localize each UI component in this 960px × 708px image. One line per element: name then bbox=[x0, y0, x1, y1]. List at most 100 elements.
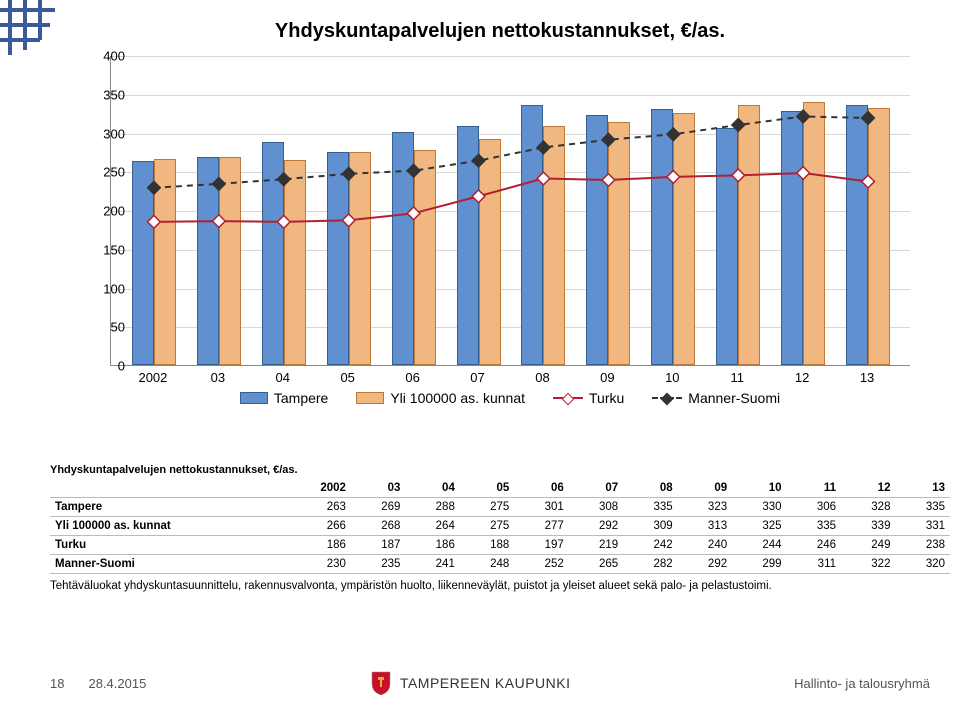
table-cell: 292 bbox=[569, 517, 623, 536]
x-tick-label: 09 bbox=[600, 370, 614, 385]
table-header-cell: 13 bbox=[895, 479, 950, 498]
table-header-cell: 04 bbox=[405, 479, 459, 498]
bar bbox=[219, 157, 241, 365]
x-tick-label: 2002 bbox=[138, 370, 167, 385]
table-cell: 242 bbox=[623, 536, 677, 555]
bar bbox=[738, 105, 760, 365]
table-cell: 186 bbox=[405, 536, 459, 555]
table-cell: 335 bbox=[623, 498, 677, 517]
x-tick-label: 10 bbox=[665, 370, 679, 385]
y-tick-label: 250 bbox=[103, 165, 125, 180]
data-table-wrap: Yhdyskuntapalvelujen nettokustannukset, … bbox=[50, 464, 950, 574]
table-header-cell: 11 bbox=[787, 479, 841, 498]
bar bbox=[479, 139, 501, 365]
bar bbox=[781, 111, 803, 365]
footnote: Tehtäväluokat yhdyskuntasuunnittelu, rak… bbox=[50, 580, 930, 592]
table-cell: 299 bbox=[732, 555, 786, 574]
y-tick-label: 300 bbox=[103, 126, 125, 141]
footer-brand: TAMPEREEN KAUPUNKI bbox=[400, 675, 571, 691]
table-cell: 197 bbox=[514, 536, 568, 555]
table-cell: 330 bbox=[732, 498, 786, 517]
table-cell: 331 bbox=[895, 517, 950, 536]
table-cell: 306 bbox=[787, 498, 841, 517]
bar bbox=[521, 105, 543, 365]
bar bbox=[132, 161, 154, 365]
table-cell: 269 bbox=[351, 498, 405, 517]
table-cell: 240 bbox=[678, 536, 732, 555]
table-cell: 292 bbox=[678, 555, 732, 574]
table-header-cell: 09 bbox=[678, 479, 732, 498]
table-cell: 339 bbox=[841, 517, 895, 536]
table-cell: 266 bbox=[285, 517, 351, 536]
table-row-label: Manner-Suomi bbox=[50, 555, 285, 574]
table-header-cell: 12 bbox=[841, 479, 895, 498]
x-tick-label: 06 bbox=[405, 370, 419, 385]
legend-marker-icon bbox=[562, 393, 575, 406]
bar bbox=[457, 126, 479, 365]
plot-area bbox=[110, 56, 910, 366]
y-tick-label: 350 bbox=[103, 87, 125, 102]
bar bbox=[284, 160, 306, 365]
table-cell: 265 bbox=[569, 555, 623, 574]
table-cell: 282 bbox=[623, 555, 677, 574]
bar bbox=[543, 126, 565, 365]
table-cell: 252 bbox=[514, 555, 568, 574]
table-header-cell bbox=[50, 479, 285, 498]
table-cell: 328 bbox=[841, 498, 895, 517]
table-cell: 230 bbox=[285, 555, 351, 574]
x-tick-label: 05 bbox=[340, 370, 354, 385]
page-number: 18 bbox=[50, 676, 64, 691]
legend-label: Manner-Suomi bbox=[688, 390, 780, 406]
bar bbox=[392, 132, 414, 365]
table-header-cell: 08 bbox=[623, 479, 677, 498]
legend-item: Tampere bbox=[240, 390, 328, 406]
footer-brand-block: TAMPEREEN KAUPUNKI bbox=[370, 670, 571, 696]
table-cell: 323 bbox=[678, 498, 732, 517]
bar bbox=[349, 152, 371, 365]
bar bbox=[673, 113, 695, 365]
legend-line-icon bbox=[652, 397, 682, 399]
table-cell: 309 bbox=[623, 517, 677, 536]
gridline bbox=[111, 56, 910, 57]
table-header-cell: 06 bbox=[514, 479, 568, 498]
table-cell: 249 bbox=[841, 536, 895, 555]
bar bbox=[803, 102, 825, 365]
x-tick-label: 03 bbox=[211, 370, 225, 385]
footer-left: 18 28.4.2015 bbox=[50, 676, 146, 691]
table-cell: 311 bbox=[787, 555, 841, 574]
table-row: Manner-Suomi2302352412482522652822922993… bbox=[50, 555, 950, 574]
data-table: 20020304050607080910111213Tampere2632692… bbox=[50, 479, 950, 574]
legend: Tampere Yli 100000 as. kunnat Turku Manner-… bbox=[110, 390, 910, 406]
legend-label: Tampere bbox=[274, 390, 328, 406]
bar bbox=[197, 157, 219, 365]
legend-label: Turku bbox=[589, 390, 624, 406]
table-cell: 275 bbox=[460, 498, 514, 517]
bar bbox=[327, 152, 349, 365]
y-tick-label: 150 bbox=[103, 242, 125, 257]
table-header-cell: 03 bbox=[351, 479, 405, 498]
gridline bbox=[111, 95, 910, 96]
x-tick-label: 11 bbox=[730, 370, 744, 385]
legend-label: Yli 100000 as. kunnat bbox=[390, 390, 525, 406]
table-cell: 308 bbox=[569, 498, 623, 517]
x-tick-label: 13 bbox=[860, 370, 874, 385]
table-cell: 313 bbox=[678, 517, 732, 536]
bar bbox=[262, 142, 284, 365]
x-tick-label: 12 bbox=[795, 370, 809, 385]
grid-pattern-icon bbox=[0, 0, 60, 60]
legend-swatch bbox=[240, 392, 268, 404]
table-cell: 187 bbox=[351, 536, 405, 555]
table-row-label: Yli 100000 as. kunnat bbox=[50, 517, 285, 536]
table-cell: 264 bbox=[405, 517, 459, 536]
bar bbox=[586, 115, 608, 365]
table-cell: 188 bbox=[460, 536, 514, 555]
bar bbox=[846, 105, 868, 365]
bar bbox=[154, 159, 176, 365]
table-cell: 238 bbox=[895, 536, 950, 555]
slide: Yhdyskuntapalvelujen nettokustannukset, … bbox=[0, 0, 960, 708]
y-tick-label: 0 bbox=[118, 359, 125, 374]
legend-line-icon bbox=[553, 397, 583, 399]
x-tick-label: 04 bbox=[276, 370, 290, 385]
legend-swatch bbox=[356, 392, 384, 404]
footer-date: 28.4.2015 bbox=[88, 676, 146, 691]
